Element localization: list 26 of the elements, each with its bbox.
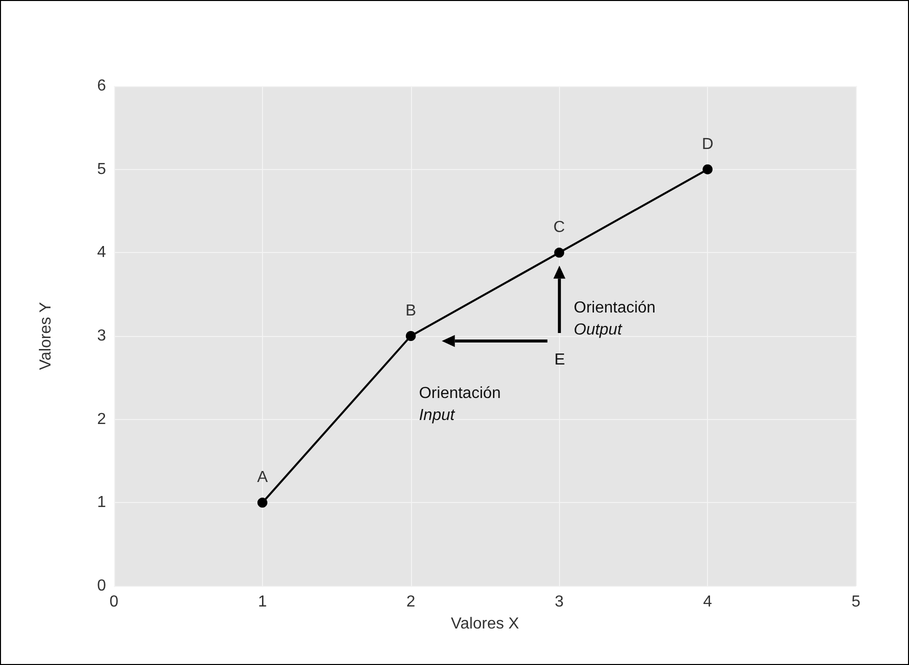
point xyxy=(257,498,268,508)
annotation: Orientación Output xyxy=(574,300,656,339)
y-tick-label: 2 xyxy=(97,410,106,428)
point xyxy=(702,164,713,174)
point xyxy=(554,248,564,258)
y-tick-label: 3 xyxy=(97,328,106,344)
y-axis-title: Valores Y xyxy=(38,302,54,370)
x-axis-title: Valores X xyxy=(450,616,520,632)
x-tick-label: 0 xyxy=(110,594,119,610)
x-tick-label: 1 xyxy=(258,594,267,610)
y-tick-label: 6 xyxy=(97,78,106,94)
data-label: D xyxy=(702,136,714,153)
data-label: B xyxy=(405,302,416,320)
y-tick-label: 1 xyxy=(97,494,106,512)
data-label: C xyxy=(553,219,565,236)
y-tick-label: 5 xyxy=(97,160,106,178)
x-tick-label: 3 xyxy=(554,594,564,610)
x-tick-label: 2 xyxy=(406,594,416,610)
x-tick-label: 4 xyxy=(703,594,712,610)
annotation: E xyxy=(554,352,566,368)
annotation: Orientación Input xyxy=(418,384,501,424)
y-tick-label: 0 xyxy=(97,578,106,594)
point xyxy=(406,331,416,341)
x-tick-label: 5 xyxy=(852,594,861,610)
data-label: A xyxy=(257,469,268,486)
y-tick-label: 4 xyxy=(97,244,106,262)
